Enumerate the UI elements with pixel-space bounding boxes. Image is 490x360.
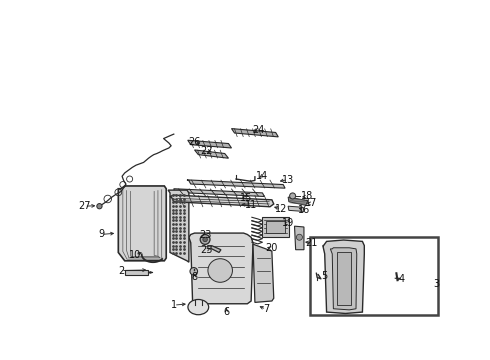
Polygon shape	[168, 190, 189, 262]
Text: 10: 10	[129, 250, 141, 260]
Text: 8: 8	[192, 273, 197, 283]
Text: 1: 1	[171, 300, 177, 310]
Text: 24: 24	[252, 125, 265, 135]
Circle shape	[290, 193, 295, 199]
Text: 9: 9	[98, 229, 104, 239]
Text: 26: 26	[188, 138, 201, 148]
Text: 18: 18	[300, 192, 313, 202]
Text: 13: 13	[282, 175, 294, 185]
Text: 22: 22	[200, 146, 213, 156]
Text: 20: 20	[265, 243, 277, 253]
Text: 6: 6	[223, 306, 230, 316]
Polygon shape	[323, 240, 365, 314]
Text: 23: 23	[199, 230, 211, 240]
Polygon shape	[195, 150, 228, 158]
Circle shape	[200, 235, 210, 244]
Text: 21: 21	[305, 238, 318, 248]
Text: 17: 17	[305, 198, 317, 208]
Circle shape	[97, 203, 102, 209]
Text: 25: 25	[200, 245, 213, 255]
Text: 11: 11	[245, 201, 257, 210]
Text: 3: 3	[433, 279, 439, 289]
Text: 4: 4	[399, 274, 405, 284]
Text: 16: 16	[298, 204, 310, 215]
Polygon shape	[189, 233, 253, 304]
Polygon shape	[288, 206, 304, 211]
Polygon shape	[253, 244, 274, 302]
Polygon shape	[231, 129, 278, 137]
Text: 5: 5	[321, 271, 328, 281]
Circle shape	[190, 267, 197, 275]
Polygon shape	[118, 186, 166, 261]
Text: 7: 7	[263, 304, 270, 314]
Polygon shape	[337, 252, 351, 305]
Polygon shape	[263, 217, 289, 237]
Polygon shape	[330, 248, 357, 310]
FancyBboxPatch shape	[125, 270, 148, 275]
Ellipse shape	[208, 259, 232, 282]
Text: 12: 12	[275, 204, 288, 214]
Text: 27: 27	[78, 201, 91, 211]
Text: 15: 15	[240, 193, 252, 203]
Ellipse shape	[188, 300, 209, 315]
Polygon shape	[211, 246, 221, 252]
Text: 19: 19	[282, 219, 294, 228]
Bar	[310, 237, 438, 315]
Polygon shape	[170, 195, 274, 207]
Polygon shape	[188, 140, 231, 148]
Circle shape	[296, 234, 302, 240]
Text: 2: 2	[118, 266, 124, 275]
Polygon shape	[294, 226, 304, 250]
Polygon shape	[187, 180, 285, 188]
Circle shape	[203, 237, 207, 242]
Polygon shape	[174, 189, 264, 197]
Text: 14: 14	[256, 171, 269, 181]
Polygon shape	[288, 197, 308, 205]
FancyBboxPatch shape	[266, 221, 285, 233]
